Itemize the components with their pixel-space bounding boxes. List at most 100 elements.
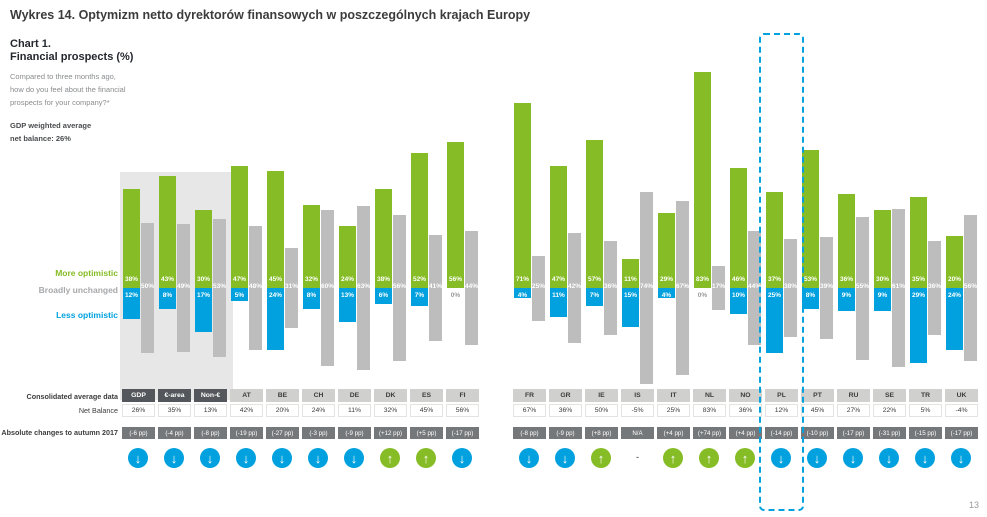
bar-broadly-unchanged [393,215,406,361]
arrow-down-icon: ↓ [164,448,184,468]
country-header-cell: IT [657,389,690,402]
bar-broadly-unchanged [357,206,370,370]
bar-label-more: 20% [947,276,961,283]
bar-label-less: 10% [731,292,745,299]
bar-broadly-unchanged [249,225,262,351]
bar-less-optimistic [550,288,567,317]
change-cell: (-8 pp) [513,427,546,439]
bar-label-unchanged: 48% [248,283,262,290]
bar-broadly-unchanged [604,241,617,335]
country-header-cell: FR [513,389,546,402]
row-label-net-balance: Net Balance [78,406,118,415]
bar-label-less: 7% [589,292,600,299]
country-header-cell: TR [909,389,942,402]
country-header-cell: DK [374,389,407,402]
bar-broadly-unchanged [429,234,442,342]
row-label-absolute-changes: Absolute changes to autumn 2017 [1,428,118,437]
bar-label-unchanged: 63% [356,283,370,290]
net-balance-cell: 22% [873,404,906,417]
arrow-down-icon: ↓ [128,448,148,468]
arrow-down-icon: ↓ [555,448,575,468]
bar-less-optimistic [339,288,356,322]
country-header-cell: BE [266,389,299,402]
bar-label-more: 38% [376,276,390,283]
net-balance-cell: 42% [230,404,263,417]
net-balance-cell: 20% [266,404,299,417]
bar-label-less: 15% [623,292,637,299]
bar-label-unchanged: 25% [531,283,545,290]
change-cell: (-9 pp) [549,427,582,439]
bar-more-optimistic [838,194,855,288]
bar-more-optimistic [874,210,891,288]
bar-label-more: 45% [268,276,282,283]
country-header-cell: IE [585,389,618,402]
change-cell: (-10 pp) [801,427,834,439]
bar-label-less: 4% [517,292,528,299]
net-balance-cell: 35% [158,404,191,417]
bar-label-less: 9% [877,292,888,299]
bar-label-less: 6% [378,292,389,299]
net-balance-cell: 26% [122,404,155,417]
legend-more-optimistic: More optimistic [55,268,118,278]
bar-broadly-unchanged [321,210,334,366]
change-cell: (-19 pp) [230,427,263,439]
change-cell: (-6 pp) [122,427,155,439]
bar-broadly-unchanged [820,237,833,339]
bar-label-unchanged: 56% [963,283,977,290]
bar-label-less: 11% [552,292,565,299]
bar-more-optimistic [303,204,320,288]
bar-broadly-unchanged [640,191,653,385]
net-balance-cell: 27% [837,404,870,417]
bar-more-optimistic [550,165,567,288]
bar-more-optimistic [267,171,284,288]
bar-label-unchanged: 39% [819,283,833,290]
net-balance-cell: 36% [729,404,762,417]
bar-label-less: 4% [661,292,672,299]
change-cell: (-15 pp) [909,427,942,439]
bar-label-unchanged: 67% [675,283,689,290]
bar-label-unchanged: 44% [464,283,478,290]
bar-label-unchanged: 36% [927,283,941,290]
change-cell: (-17 pp) [837,427,870,439]
bar-less-optimistic [622,288,639,327]
bar-more-optimistic [447,142,464,288]
bar-less-optimistic [267,288,284,351]
change-cell: (-17 pp) [446,427,479,439]
country-header-cell: UK [945,389,978,402]
bar-label-unchanged: 74% [639,283,653,290]
bar-label-more: 35% [911,276,925,283]
arrow-down-icon: ↓ [879,448,899,468]
bar-label-more: 46% [731,276,745,283]
row-label-consolidated-average-data: Consolidated average data [26,392,118,401]
consolidated-backdrop [120,172,233,400]
arrow-down-icon: ↓ [236,448,256,468]
bar-less-optimistic [730,288,747,314]
arrow-up-icon: ↑ [663,448,683,468]
legend-broadly-unchanged: Broadly unchanged [38,285,118,295]
bar-label-less: 8% [306,292,317,299]
bar-less-optimistic [514,288,531,299]
bar-broadly-unchanged [892,208,905,368]
bar-more-optimistic [946,236,963,288]
bar-more-optimistic [658,212,675,288]
trend-na-dash: - [636,452,639,462]
bar-less-optimistic [658,288,675,299]
country-header-cell: RU [837,389,870,402]
bar-label-unchanged: 31% [284,283,298,290]
bar-more-optimistic [730,168,747,288]
bar-less-optimistic [910,288,927,364]
bar-broadly-unchanged [465,230,478,346]
bar-label-less: 29% [911,292,925,299]
bar-less-optimistic [838,288,855,312]
bar-more-optimistic [375,189,392,288]
net-balance-cell: 32% [374,404,407,417]
change-cell: (+74 pp) [693,427,726,439]
figure-caption: Wykres 14. Optymizm netto dyrektorów fin… [10,8,531,22]
arrow-down-icon: ↓ [272,448,292,468]
change-cell: (-3 pp) [302,427,335,439]
bar-more-optimistic [622,259,639,288]
change-cell: (-17 pp) [945,427,978,439]
country-header-cell: GR [549,389,582,402]
legend-less-optimistic: Less optimistic [56,310,118,320]
bar-label-unchanged: 60% [320,283,334,290]
